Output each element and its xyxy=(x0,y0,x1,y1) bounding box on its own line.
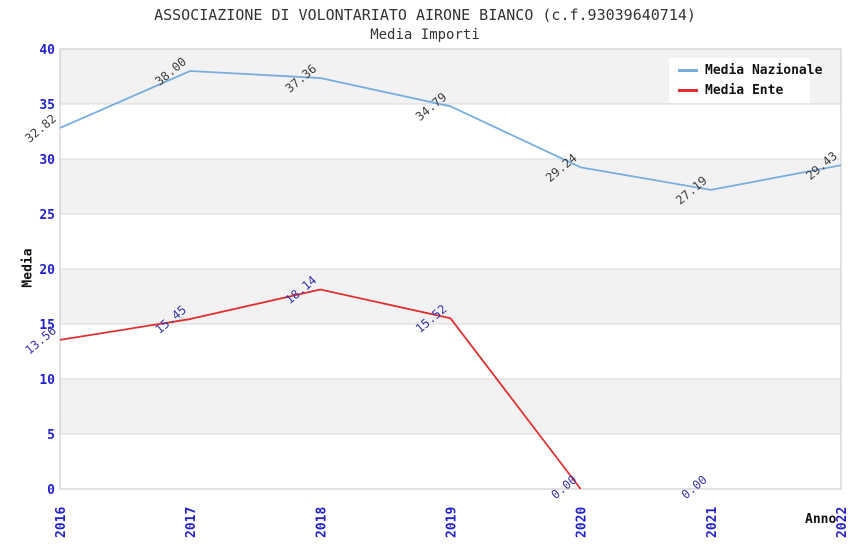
y-tick-label: 25 xyxy=(39,208,55,223)
plot-band xyxy=(60,324,841,379)
x-tick-label: 2021 xyxy=(705,507,720,538)
legend-swatch-ente-icon xyxy=(678,89,698,92)
plot-band xyxy=(60,104,841,159)
y-tick-label: 30 xyxy=(39,153,55,168)
x-tick-label: 2017 xyxy=(184,507,199,538)
x-tick-label: 2018 xyxy=(314,507,329,538)
y-tick-label: 5 xyxy=(47,428,55,443)
point-label: 32.82 xyxy=(22,112,59,146)
y-tick-label: 40 xyxy=(39,43,55,58)
chart-subtitle: Media Importi xyxy=(370,27,480,43)
y-tick-label: 0 xyxy=(47,483,55,498)
plot-band xyxy=(60,214,841,269)
x-tick-label: 2019 xyxy=(445,507,460,538)
y-tick-label: 10 xyxy=(39,373,55,388)
legend-label-ente: Media Ente xyxy=(705,83,784,98)
x-axis-title: Anno xyxy=(805,512,837,527)
series-line-media-nazionale xyxy=(59,70,842,191)
x-tick-label: 2022 xyxy=(835,507,850,538)
series-line-media-ente xyxy=(59,288,582,490)
y-axis-title: Media xyxy=(20,248,36,288)
chart-title: ASSOCIAZIONE DI VOLONTARIATO AIRONE BIAN… xyxy=(154,6,696,24)
plot-band xyxy=(60,434,841,489)
legend-swatch-nazionale-icon xyxy=(678,69,698,72)
y-tick-label: 20 xyxy=(39,263,55,278)
legend: Media Nazionale Media Ente xyxy=(669,58,822,103)
x-tick-label: 2020 xyxy=(575,507,590,538)
legend-label-nazionale: Media Nazionale xyxy=(705,63,823,78)
plot-band xyxy=(60,269,841,324)
legend-item-media-nazionale: Media Nazionale xyxy=(669,63,822,78)
plot-border xyxy=(59,48,842,490)
plot-band xyxy=(60,159,841,214)
plot-band xyxy=(60,379,841,434)
y-tick-label: 15 xyxy=(39,318,55,333)
x-tick-label: 2016 xyxy=(54,507,69,538)
legend-item-media-ente: Media Ente xyxy=(669,83,810,98)
y-tick-label: 35 xyxy=(39,98,55,113)
